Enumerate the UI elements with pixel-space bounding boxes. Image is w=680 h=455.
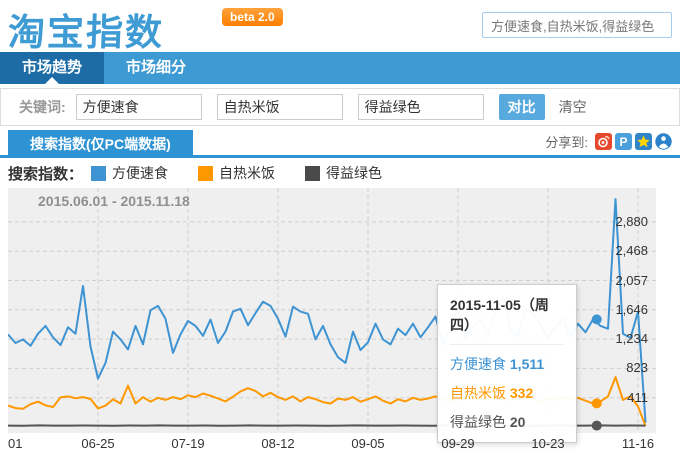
page-header: 淘宝指数 beta 2.0 [0,0,680,53]
section-header: 搜索指数(仅PC端数据) 分享到: P [0,130,680,158]
tooltip-row-blue: 方便速食 1,511 [450,356,545,372]
main-nav: 市场趋势 市场细分 [0,52,680,84]
qzone-icon[interactable] [635,133,652,150]
x-axis-label: 11-16 [621,436,655,451]
share-to-label: 分享到: [545,135,588,150]
x-axis-label: 09-05 [351,436,385,451]
x-axis-label: 06-25 [81,436,115,451]
x-axis-label: 01 [8,436,23,451]
y-axis-label: 2,468 [615,243,648,259]
y-axis-label: 2,057 [615,272,648,288]
y-axis-label: 411 [627,389,648,405]
tooltip-row-gray: 得益绿色 20 [450,414,526,430]
keyword-input-2[interactable] [216,94,343,120]
nav-tab-market-trend[interactable]: 市场趋势 [0,52,104,84]
x-axis-label: 07-19 [171,436,205,451]
keyword-label: 关键词: [19,99,66,115]
compare-button[interactable]: 对比 [498,94,545,120]
chart-tooltip: 2015-11-05（周四） 方便速食 1,511 自热米饭 332 得益绿色 … [437,284,577,443]
beta-badge: beta 2.0 [222,8,283,26]
hover-marker [591,420,602,431]
legend-swatch-orange [198,165,214,181]
legend-label: 得益绿色 [326,165,383,181]
share-bar: 分享到: P [545,132,672,151]
tab-search-index[interactable]: 搜索指数(仅PC端数据) [8,130,193,158]
legend-item-fangbiansushi[interactable]: 方便速食 [91,163,168,183]
keyword-bar: 关键词: 对比 清空 [0,88,680,126]
tencent-weibo-icon[interactable]: P [615,133,632,150]
share-person-icon[interactable] [655,133,672,150]
svg-text:P: P [619,135,627,149]
tooltip-date: 2015-11-05（周四） [450,295,564,345]
keyword-input-3[interactable] [357,94,484,120]
hover-marker [591,314,602,325]
clear-link[interactable]: 清空 [558,99,587,115]
x-axis: 01 06-25 07-19 08-12 09-05 09-29 10-23 11-16 [8,433,656,451]
top-search-input[interactable] [482,12,672,38]
x-axis-label: 09-29 [441,436,475,451]
legend-label: 方便速食 [112,165,169,181]
y-axis-label: 1,646 [615,301,648,317]
y-axis-label: 1,234 [615,331,648,347]
chart-date-range: 2015.06.01 - 2015.11.18 [38,193,190,209]
nav-tab-label: 市场细分 [125,59,186,76]
hover-marker [591,398,602,409]
nav-tab-label: 市场趋势 [21,59,82,76]
keyword-input-1[interactable] [75,94,202,120]
legend-label: 自热米饭 [219,165,276,181]
tooltip-row-orange: 自热米饭 332 [450,385,534,401]
active-tab-notch [45,77,59,84]
nav-tab-market-segment[interactable]: 市场细分 [104,52,208,84]
taobao-index-logo: 淘宝指数 [7,12,165,53]
legend-item-deyilvse[interactable]: 得益绿色 [305,163,382,183]
chart-plot[interactable]: 2015.06.01 - 2015.11.18 2015-11-05（周四） 方… [8,188,656,443]
x-axis-label: 08-12 [261,436,295,451]
y-axis-label: 2,880 [615,213,648,229]
legend-item-zirefan[interactable]: 自热米饭 [198,163,275,183]
legend-title: 搜索指数： [8,165,84,183]
y-axis-label: 823 [626,360,648,376]
legend-swatch-blue [91,165,107,181]
x-axis-label: 10-23 [531,436,565,451]
legend-swatch-gray [305,165,321,181]
chart-legend: 搜索指数： 方便速食 自热米饭 得益绿色 [0,158,680,188]
search-index-chart: 2015.06.01 - 2015.11.18 2015-11-05（周四） 方… [8,188,656,451]
sina-weibo-icon[interactable] [595,133,612,150]
